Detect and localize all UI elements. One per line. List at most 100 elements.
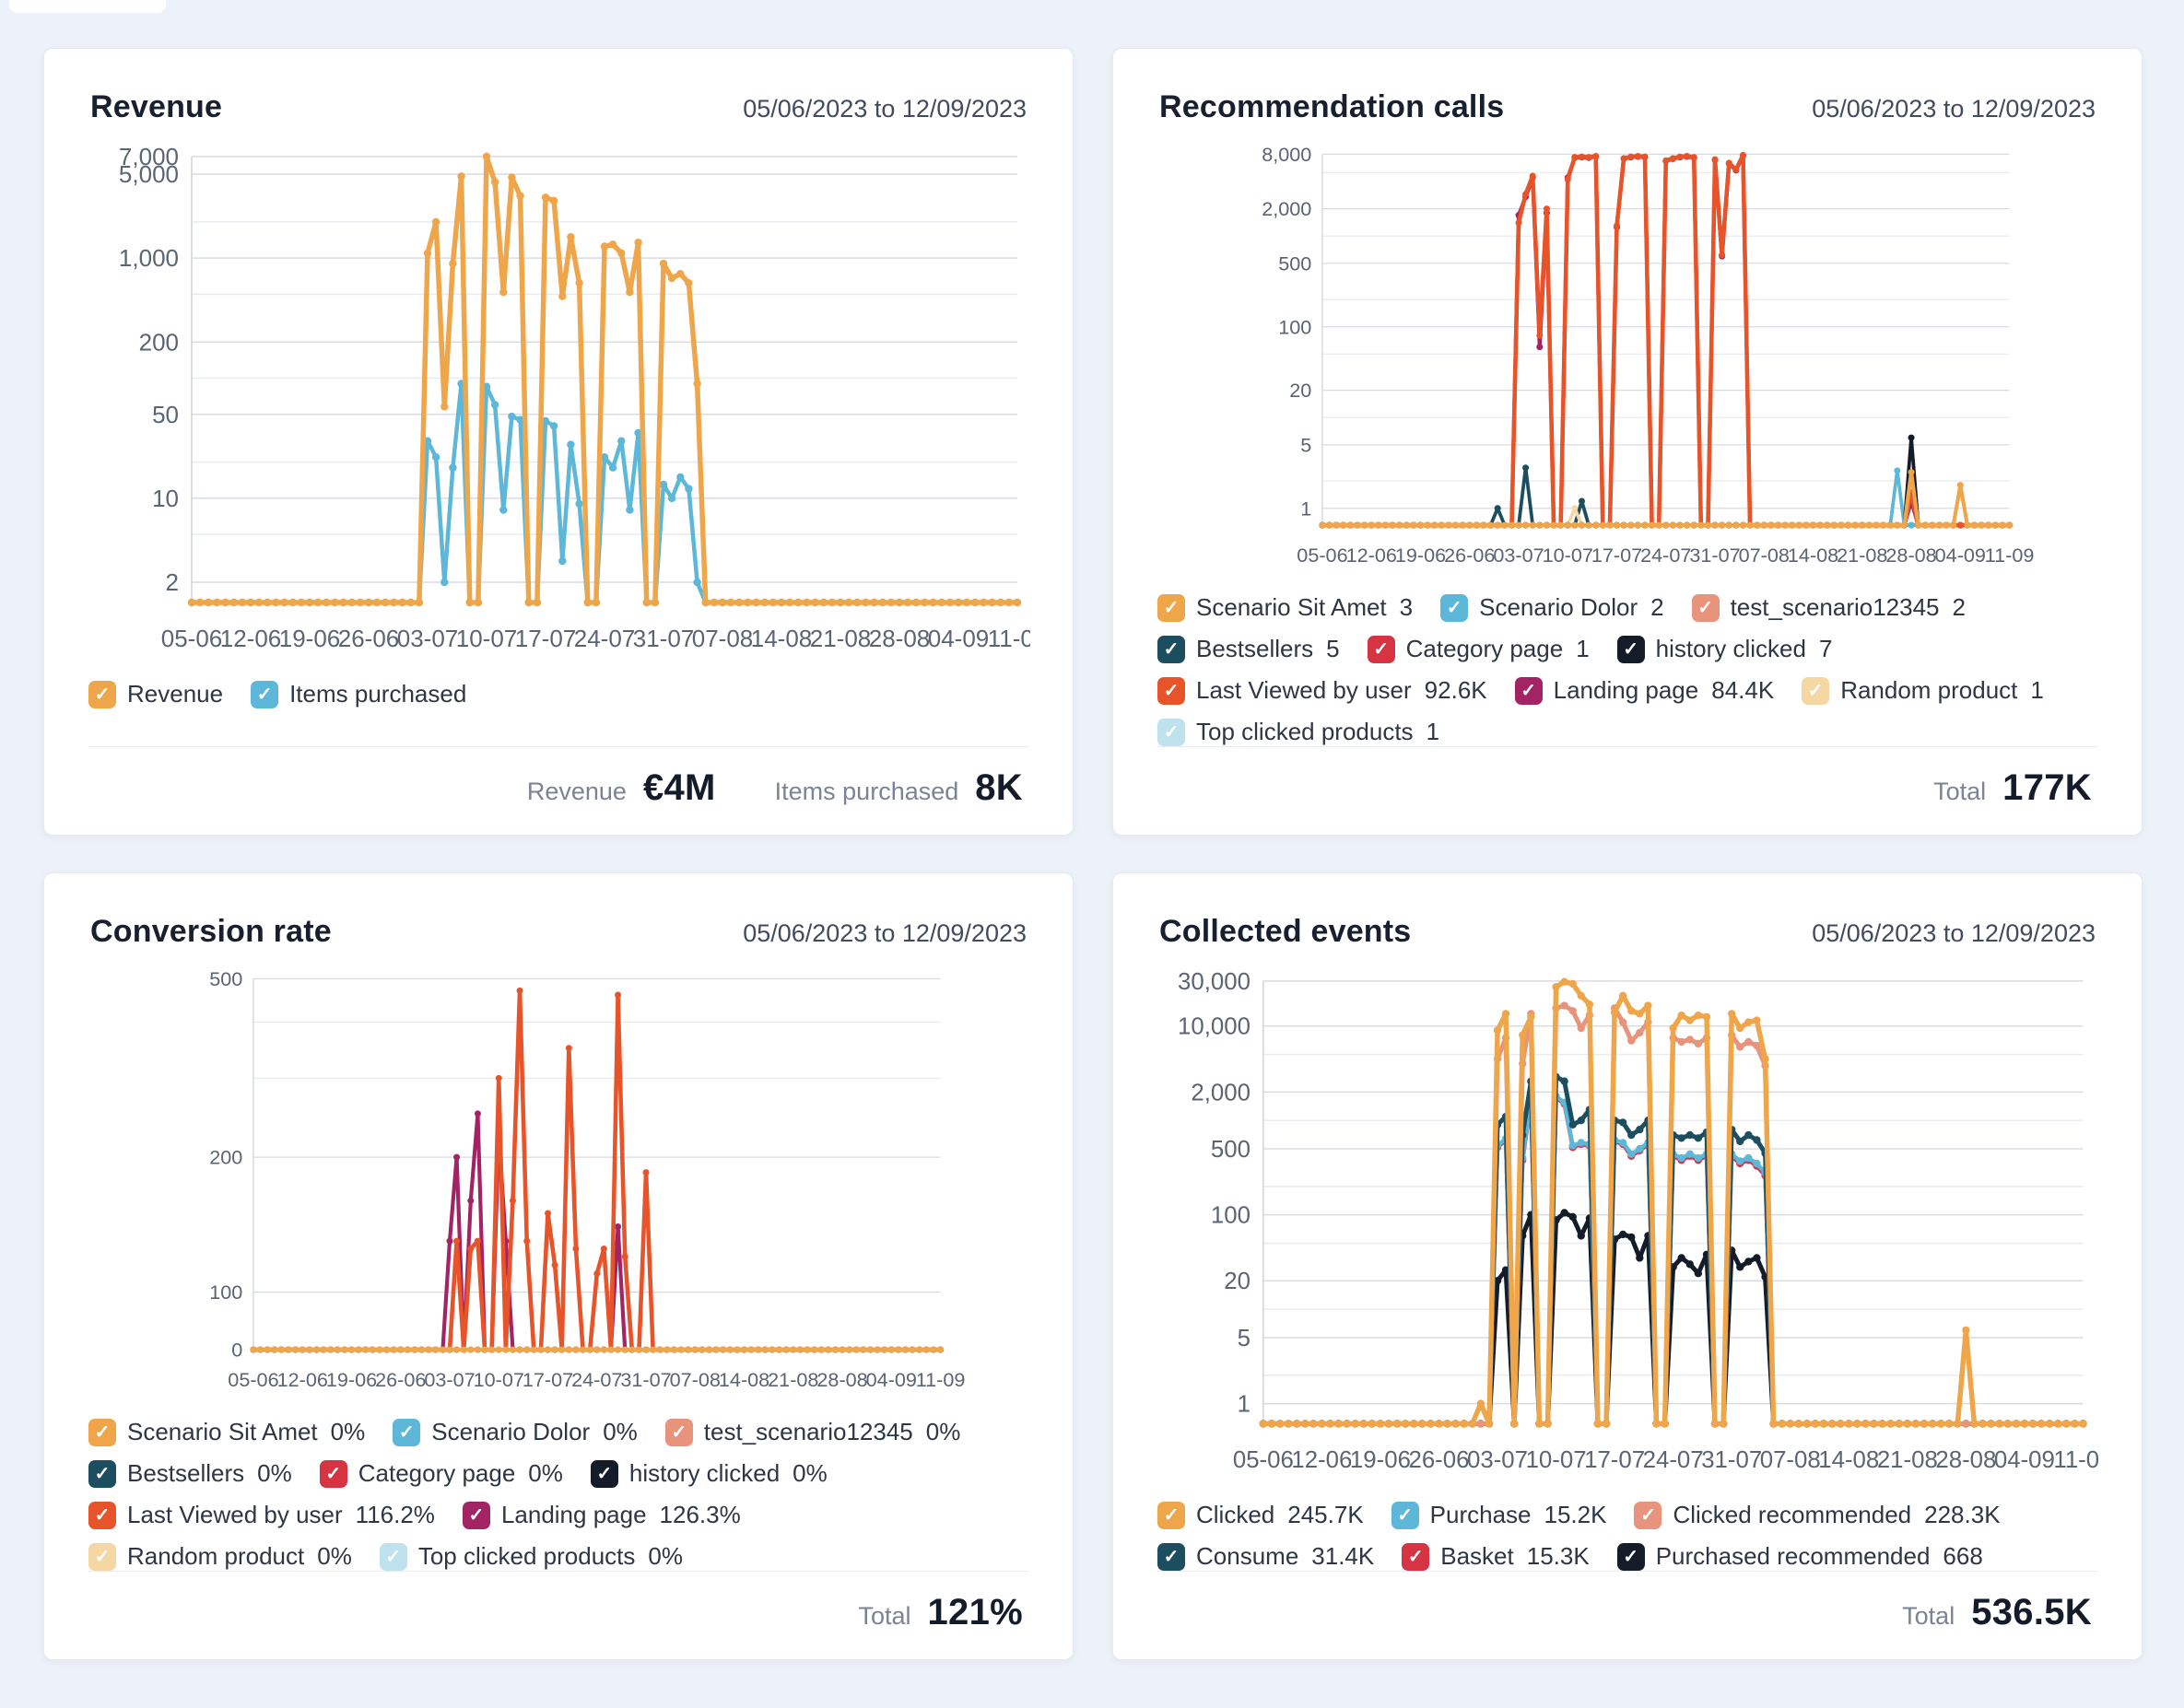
svg-text:1: 1 (1300, 497, 1311, 520)
legend-checkbox-checked-icon[interactable]: ✓ (1802, 676, 1830, 705)
svg-text:10-07: 10-07 (474, 1368, 524, 1391)
y-axis-labels: 8,000 2,000 500 100 20 5 1 (1262, 143, 1311, 520)
legend-item[interactable]: ✓ Scenario Sit Amet 0% (88, 1418, 365, 1446)
legend-item[interactable]: ✓ Top clicked products 1 (1157, 718, 1439, 746)
panel-header: Recommendation calls 05/06/2023 to 12/09… (1159, 89, 2096, 125)
legend-checkbox-checked-icon[interactable]: ✓ (1616, 635, 1645, 663)
legend-item[interactable]: ✓ Scenario Dolor 0% (393, 1418, 638, 1446)
legend-item[interactable]: ✓ Bestsellers 0% (88, 1459, 292, 1488)
legend-item[interactable]: ✓ Purchased recommended 668 (1616, 1542, 1983, 1571)
series-purchased-recommended (1259, 1209, 2087, 1428)
legend-item[interactable]: ✓ Revenue (88, 680, 223, 708)
legend: ✓ Clicked 245.7K ✓ Purchase 15.2K ✓ Clicked rec… (1157, 1501, 2097, 1571)
legend-item[interactable]: ✓ Landing page 126.3% (462, 1501, 741, 1529)
legend-value: 2 (1952, 593, 1966, 621)
legend-checkbox-checked-icon[interactable]: ✓ (664, 1418, 693, 1446)
legend-label: Clicked recommended (1673, 1501, 1912, 1528)
svg-text:10,000: 10,000 (1178, 1014, 1251, 1040)
series-landing-page (250, 1110, 945, 1353)
legend-checkbox-checked-icon[interactable]: ✓ (1157, 718, 1185, 746)
legend-checkbox-checked-icon[interactable]: ✓ (379, 1542, 407, 1571)
svg-text:1,000: 1,000 (119, 244, 179, 272)
legend-label: test_scenario12345 (703, 1418, 913, 1445)
stat-value: 536.5K (1971, 1592, 2092, 1632)
legend-value: 116.2% (355, 1501, 435, 1528)
legend-item[interactable]: ✓ Last Viewed by user 116.2% (88, 1501, 435, 1529)
legend-item[interactable]: ✓ Random product 0% (88, 1542, 352, 1571)
svg-text:2,000: 2,000 (1262, 197, 1311, 220)
svg-text:31-07: 31-07 (633, 625, 695, 652)
legend-item[interactable]: ✓ history clicked 0% (590, 1459, 828, 1488)
legend-item[interactable]: ✓ Scenario Sit Amet 3 (1157, 593, 1413, 622)
legend-item[interactable]: ✓ Basket 15.3K (1402, 1542, 1590, 1571)
legend-item[interactable]: ✓ Landing page 84.4K (1514, 676, 1774, 705)
legend-checkbox-checked-icon[interactable]: ✓ (1616, 1542, 1645, 1571)
svg-text:2: 2 (166, 568, 179, 596)
svg-text:24-07: 24-07 (571, 1368, 622, 1391)
legend-checkbox-checked-icon[interactable]: ✓ (88, 1501, 116, 1529)
legend-checkbox-checked-icon[interactable]: ✓ (1157, 593, 1185, 622)
legend-checkbox-checked-icon[interactable]: ✓ (1157, 1542, 1185, 1571)
legend-checkbox-checked-icon[interactable]: ✓ (1157, 1501, 1185, 1529)
x-axis-labels: 05-0612-0619-0626-0603-0710-0717-0724-07… (1297, 544, 2034, 567)
legend-checkbox-checked-icon[interactable]: ✓ (88, 1418, 116, 1446)
legend-checkbox-checked-icon[interactable]: ✓ (88, 1459, 116, 1488)
legend-checkbox-checked-icon[interactable]: ✓ (88, 680, 116, 708)
svg-text:21-08: 21-08 (1837, 544, 1887, 567)
series-scenario-sit-amet (1319, 469, 2014, 529)
panel-title: Collected events (1159, 914, 1412, 949)
legend-item[interactable]: ✓ Category page 1 (1367, 635, 1590, 663)
series-scenario-sit-amet (250, 1346, 945, 1353)
svg-text:19-06: 19-06 (279, 625, 341, 652)
legend-item[interactable]: ✓ Purchase 15.2K (1391, 1501, 1606, 1529)
svg-text:28-08: 28-08 (1885, 544, 1936, 567)
legend-checkbox-checked-icon[interactable]: ✓ (1634, 1501, 1662, 1529)
legend-item[interactable]: ✓ Last Viewed by user 92.6K (1157, 676, 1487, 705)
legend-checkbox-checked-icon[interactable]: ✓ (319, 1459, 347, 1488)
legend-item[interactable]: ✓ Items purchased (251, 680, 466, 708)
legend-item[interactable]: ✓ Clicked 245.7K (1157, 1501, 1364, 1529)
legend-item[interactable]: ✓ history clicked 7 (1616, 635, 1832, 663)
legend-checkbox-checked-icon[interactable]: ✓ (1402, 1542, 1430, 1571)
legend-label: Random product (1840, 676, 2018, 704)
legend-checkbox-checked-icon[interactable]: ✓ (251, 680, 279, 708)
legend-checkbox-checked-icon[interactable]: ✓ (393, 1418, 421, 1446)
legend-checkbox-checked-icon[interactable]: ✓ (1367, 635, 1395, 663)
legend-item[interactable]: ✓ Random product 1 (1802, 676, 2044, 705)
legend-item[interactable]: ✓ Scenario Dolor 2 (1440, 593, 1664, 622)
legend-checkbox-checked-icon[interactable]: ✓ (1514, 676, 1543, 705)
svg-text:500: 500 (1278, 252, 1311, 275)
legend-item[interactable]: ✓ test_scenario12345 0% (664, 1418, 960, 1446)
legend-label: Revenue (127, 680, 224, 708)
legend-item[interactable]: ✓ test_scenario12345 2 (1691, 593, 1966, 622)
gridlines (192, 156, 1017, 583)
svg-text:05-06: 05-06 (1297, 544, 1347, 567)
legend-label: Bestsellers (127, 1459, 245, 1487)
svg-text:24-07: 24-07 (574, 625, 636, 652)
legend-checkbox-checked-icon[interactable]: ✓ (462, 1501, 490, 1529)
legend-checkbox-checked-icon[interactable]: ✓ (1157, 635, 1185, 663)
legend-value: 5 (1326, 635, 1340, 662)
legend-item[interactable]: ✓ Clicked recommended 228.3K (1634, 1501, 2001, 1529)
svg-text:05-06: 05-06 (161, 625, 223, 652)
svg-text:28-08: 28-08 (816, 1368, 867, 1391)
svg-text:100: 100 (209, 1281, 242, 1304)
legend-checkbox-checked-icon[interactable]: ✓ (88, 1542, 116, 1571)
legend-value: 228.3K (1924, 1501, 2001, 1528)
legend-checkbox-checked-icon[interactable]: ✓ (1691, 593, 1720, 622)
svg-text:04-09: 04-09 (928, 625, 990, 652)
legend-item[interactable]: ✓ Bestsellers 5 (1157, 635, 1340, 663)
legend-checkbox-checked-icon[interactable]: ✓ (590, 1459, 618, 1488)
series-revenue (187, 152, 1022, 607)
legend-item[interactable]: ✓ Category page 0% (319, 1459, 563, 1488)
legend-item[interactable]: ✓ Top clicked products 0% (379, 1542, 683, 1571)
legend-checkbox-checked-icon[interactable]: ✓ (1157, 676, 1185, 705)
panel-header: Revenue 05/06/2023 to 12/09/2023 (90, 89, 1027, 125)
date-range: 05/06/2023 to 12/09/2023 (743, 919, 1027, 947)
legend-item[interactable]: ✓ Consume 31.4K (1157, 1542, 1374, 1571)
stat-label: Revenue (526, 778, 627, 805)
legend-checkbox-checked-icon[interactable]: ✓ (1391, 1501, 1419, 1529)
svg-text:1: 1 (1238, 1392, 1251, 1418)
legend-checkbox-checked-icon[interactable]: ✓ (1440, 593, 1469, 622)
